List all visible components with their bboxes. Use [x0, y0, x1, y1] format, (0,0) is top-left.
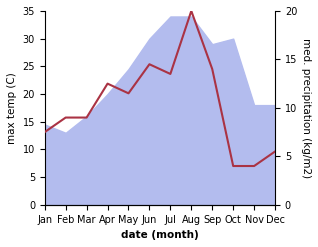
Y-axis label: max temp (C): max temp (C) [7, 72, 17, 144]
Y-axis label: med. precipitation (kg/m2): med. precipitation (kg/m2) [301, 38, 311, 178]
X-axis label: date (month): date (month) [121, 230, 199, 240]
